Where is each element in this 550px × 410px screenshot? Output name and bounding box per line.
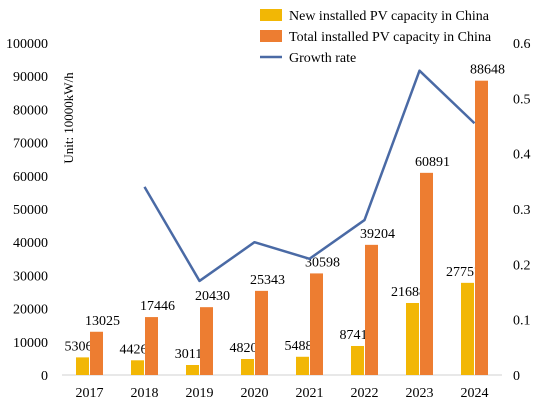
y2-tick-label: 0.2 — [513, 258, 531, 273]
y-tick-label: 30000 — [13, 269, 48, 284]
data-label: 5488 — [285, 339, 313, 354]
bar-2023-s0 — [406, 302, 419, 375]
y2-tick-label: 0.3 — [513, 203, 531, 218]
x-tick-label: 2018 — [131, 386, 159, 401]
data-label: 20430 — [195, 289, 230, 304]
y2-tick-label: 0.5 — [513, 92, 531, 107]
x-tick-label: 2017 — [76, 386, 104, 401]
data-label: 5306 — [65, 339, 93, 354]
y-tick-label: 20000 — [13, 303, 48, 318]
y-tick-label: 80000 — [13, 103, 48, 118]
bar-2017-s1 — [90, 331, 103, 375]
bar-2020-s0 — [241, 358, 254, 375]
x-tick-label: 2023 — [406, 386, 434, 401]
bar-2022-s0 — [351, 345, 364, 375]
y-tick-label: 90000 — [13, 70, 48, 85]
bar-2018-s0 — [131, 360, 144, 375]
bar-2017-s0 — [76, 357, 89, 375]
data-label: 25343 — [250, 273, 285, 288]
y-tick-label: 50000 — [13, 203, 48, 218]
y-tick-label: 100000 — [6, 37, 48, 52]
growth-rate-line — [143, 69, 476, 283]
data-label: 8741 — [340, 328, 368, 343]
bar-2024-s0 — [461, 282, 474, 375]
x-tick-label: 2024 — [461, 386, 489, 401]
data-label: 4426 — [120, 342, 148, 357]
legend-label: Growth rate — [289, 51, 356, 66]
x-tick-label: 2022 — [351, 386, 379, 401]
y-tick-label: 70000 — [13, 137, 48, 152]
legend: New installed PV capacity in China Total … — [260, 9, 492, 66]
legend-label: Total installed PV capacity in China — [289, 30, 492, 45]
y2-tick-label: 0.4 — [513, 148, 531, 163]
data-label: 30598 — [305, 255, 340, 270]
data-label: 17446 — [140, 299, 175, 314]
legend-swatch — [260, 9, 282, 21]
data-label: 88648 — [470, 63, 505, 78]
data-label: 4820 — [230, 341, 258, 356]
y-tick-label: 0 — [41, 369, 48, 384]
y-tick-label: 10000 — [13, 336, 48, 351]
x-tick-label: 2020 — [241, 386, 269, 401]
bar-2023-s1 — [420, 172, 433, 375]
data-label: 13025 — [85, 314, 120, 329]
y2-tick-label: 0.1 — [513, 314, 531, 329]
bar-2020-s1 — [255, 290, 268, 375]
bar-2019-s1 — [200, 307, 213, 375]
x-tick-label: 2021 — [296, 386, 324, 401]
bar-2024-s1 — [475, 80, 488, 376]
y-axis-label: Unit: 10000kW/h — [61, 72, 76, 164]
legend-swatch — [260, 30, 282, 42]
y2-tick-label: 0 — [513, 369, 520, 384]
data-label: 21688 — [391, 285, 426, 300]
bar-2021-s1 — [310, 273, 323, 375]
plot-area: 0 10000 20000 30000 40000 50000 60000 70000 8000… — [6, 37, 531, 401]
legend-label: New installed PV capacity in China — [289, 9, 490, 24]
bar-2018-s1 — [145, 317, 158, 375]
data-label: 39204 — [360, 227, 395, 242]
bar-2022-s1 — [365, 244, 378, 375]
data-label: 27757 — [446, 265, 481, 280]
bar-2021-s0 — [296, 356, 309, 375]
y-tick-label: 60000 — [13, 170, 48, 185]
y-tick-label: 40000 — [13, 236, 48, 251]
data-label: 3011 — [175, 347, 202, 362]
y2-tick-label: 0.6 — [513, 37, 531, 52]
bar-2019-s0 — [186, 365, 199, 375]
data-label: 60891 — [415, 155, 450, 170]
x-tick-label: 2019 — [186, 386, 214, 401]
